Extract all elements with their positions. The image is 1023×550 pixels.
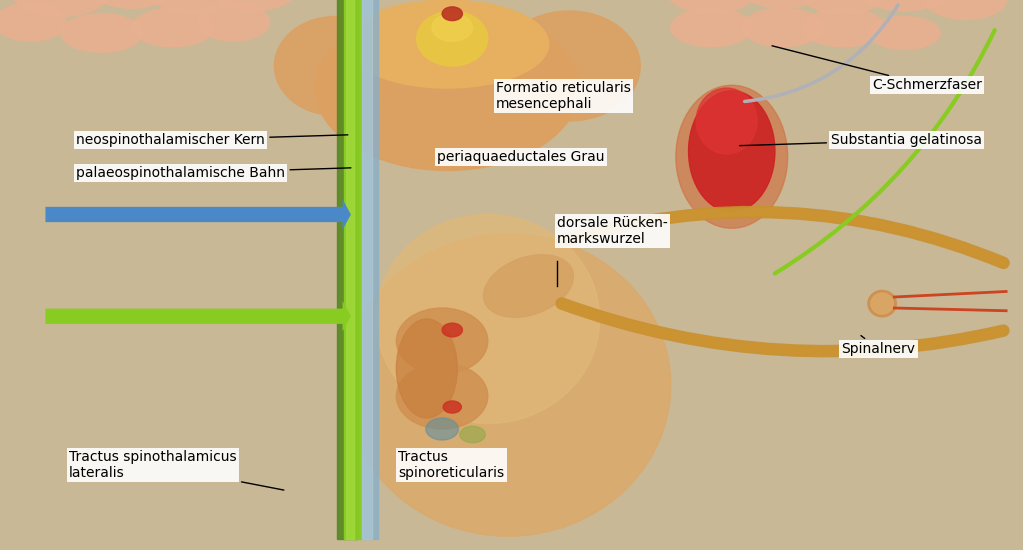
Ellipse shape [86, 0, 178, 8]
Ellipse shape [132, 8, 214, 47]
Ellipse shape [460, 426, 485, 443]
Ellipse shape [871, 293, 893, 314]
Text: C-Schmerzfaser: C-Schmerzfaser [772, 46, 982, 92]
FancyArrowPatch shape [562, 304, 1004, 351]
Ellipse shape [442, 7, 462, 20]
Ellipse shape [498, 11, 640, 121]
Ellipse shape [274, 16, 396, 116]
FancyArrowPatch shape [774, 30, 994, 273]
FancyArrowPatch shape [562, 304, 1004, 351]
FancyArrowPatch shape [562, 212, 1004, 263]
Bar [360, 0, 379, 539]
Ellipse shape [61, 14, 142, 52]
Text: dorsale Rücken-
markswurzel: dorsale Rücken- markswurzel [557, 216, 668, 246]
Ellipse shape [426, 418, 458, 440]
Ellipse shape [442, 323, 462, 337]
Bar [338, 0, 358, 539]
Ellipse shape [416, 11, 488, 66]
Ellipse shape [858, 0, 950, 11]
Ellipse shape [376, 214, 599, 424]
Bar [346, 0, 354, 539]
FancyArrowPatch shape [562, 212, 1004, 263]
Bar [362, 0, 372, 539]
Ellipse shape [443, 401, 461, 413]
Ellipse shape [396, 308, 488, 374]
Text: Substantia gelatinosa: Substantia gelatinosa [740, 133, 982, 147]
Text: Formatio reticularis
mesencephali: Formatio reticularis mesencephali [496, 81, 631, 111]
Ellipse shape [346, 234, 671, 536]
Bar [344, 0, 360, 539]
Text: Tractus
spinoreticularis: Tractus spinoreticularis [398, 450, 504, 480]
Ellipse shape [315, 6, 579, 170]
Ellipse shape [10, 0, 112, 16]
Ellipse shape [803, 8, 884, 47]
Ellipse shape [147, 0, 238, 14]
FancyArrowPatch shape [745, 5, 898, 101]
Ellipse shape [697, 88, 757, 154]
Ellipse shape [925, 0, 1007, 19]
Ellipse shape [198, 3, 269, 41]
Text: Spinalnerv: Spinalnerv [842, 336, 916, 356]
Ellipse shape [432, 14, 473, 41]
Ellipse shape [798, 0, 889, 14]
Ellipse shape [671, 8, 752, 47]
FancyArrowPatch shape [562, 212, 1004, 263]
Ellipse shape [688, 91, 775, 212]
Ellipse shape [666, 0, 757, 14]
Text: neospinothalamischer Kern: neospinothalamischer Kern [77, 133, 348, 147]
Ellipse shape [209, 0, 300, 11]
Text: periaquaeductales Grau: periaquaeductales Grau [437, 150, 605, 164]
Ellipse shape [742, 8, 824, 47]
Ellipse shape [737, 0, 829, 8]
Ellipse shape [396, 363, 488, 429]
Ellipse shape [484, 255, 574, 317]
Ellipse shape [396, 319, 457, 418]
Ellipse shape [868, 290, 896, 317]
Text: palaeospinothalamische Bahn: palaeospinothalamische Bahn [77, 166, 351, 180]
Ellipse shape [676, 85, 788, 228]
FancyArrowPatch shape [562, 304, 1004, 351]
Ellipse shape [869, 16, 940, 50]
Ellipse shape [0, 3, 66, 41]
Ellipse shape [346, 0, 548, 88]
Text: Tractus spinothalamicus
lateralis: Tractus spinothalamicus lateralis [70, 450, 283, 490]
